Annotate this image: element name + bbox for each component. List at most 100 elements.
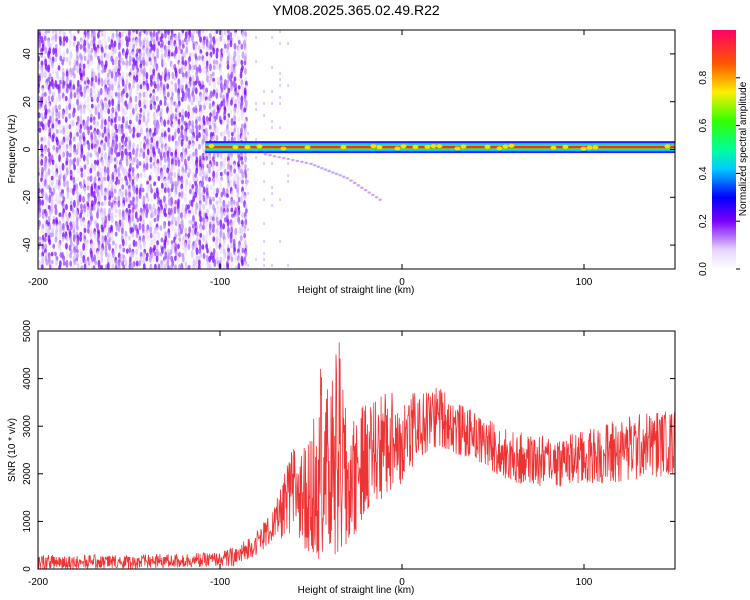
noise-speck [51,95,54,103]
noise-speck [86,185,90,191]
noise-speck [153,192,157,200]
noise-speck [173,171,177,179]
noise-speck [237,226,241,235]
noise-speck [146,148,150,156]
noise-speck [159,225,163,231]
noise-speck [48,88,52,95]
noise-speck [117,103,121,112]
noise-speck [243,239,247,246]
noise-speck [220,211,224,219]
noise-speck [96,151,100,158]
noise-speck [68,54,72,63]
noise-speck [209,184,213,191]
noise-speck [86,31,90,40]
noise-speck [132,126,136,134]
noise-speck [58,246,62,254]
noise-speck [114,247,117,254]
noise-speck [215,244,219,250]
noise-speck [202,66,206,74]
noise-speck [54,57,58,62]
noise-speck [72,223,76,230]
noise-speck [178,39,182,47]
noise-speck [122,264,126,269]
noise-speck [243,256,247,262]
noise-speck [139,107,143,113]
noise-speck [92,83,96,90]
noise-speck [173,206,177,215]
noise-speck [181,56,185,62]
noise-speck [72,233,76,243]
noise-speck [41,257,45,267]
noise-speck [157,231,160,239]
noise-speck [241,247,245,254]
noise-speck [93,176,97,183]
noise-speck [142,151,146,159]
noise-speck [215,251,219,258]
noise-speck [135,74,139,83]
noise-speck [125,79,129,86]
noise-speck [104,91,107,100]
noise-speck [160,119,164,127]
noise-speck [63,179,66,188]
noise-speck [198,248,202,255]
noise-speck [54,231,58,239]
noise-speck [198,44,201,52]
noise-speck [110,179,113,185]
noise-speck [145,98,149,107]
colorbar-tick-label: 0.2 [698,214,709,228]
noise-speck [82,92,86,99]
noise-speck [230,117,234,127]
noise-speck [50,175,54,181]
noise-speck [114,60,117,66]
noise-speck [51,63,54,69]
noise-speck [41,211,45,220]
noise-speck [241,179,244,185]
colorbar: 0.0 0.2 0.4 0.6 0.8 Normalized spectral ampl… [698,30,749,276]
noise-speck [201,244,205,250]
noise-speck [209,43,213,51]
noise-speck [126,39,129,48]
noise-speck [255,102,257,105]
noise-speck [184,172,188,179]
spectrogram-ylabel: Frequency (Hz) [7,115,18,184]
noise-speck [152,43,156,52]
noise-speck [57,88,61,95]
noise-speck [47,30,51,34]
noise-speck [233,163,236,171]
noise-speck [114,111,118,119]
noise-speck [86,180,90,187]
noise-speck [222,48,226,55]
noise-speck [43,163,47,172]
noise-speck [225,48,229,54]
noise-speck [206,208,209,215]
noise-speck [187,143,191,150]
noise-speck [117,115,121,122]
noise-speck [48,186,52,194]
noise-speck [153,251,157,257]
noise-speck [89,54,93,63]
noise-speck [202,42,205,50]
noise-speck [38,127,42,133]
noise-speck [110,147,114,156]
noise-speck [243,232,247,239]
noise-speck [47,102,51,111]
noise-speck [40,112,44,119]
noise-speck [152,231,155,238]
noise-speck [134,95,138,103]
noise-speck [86,59,90,65]
noise-speck [145,30,149,36]
noise-speck [187,87,191,94]
noise-speck [89,108,92,114]
noise-speck [244,172,248,179]
noise-speck [75,218,79,227]
noise-speck [58,123,62,129]
noise-speck [51,123,55,130]
carrier-blob [550,145,557,150]
noise-speck [44,46,48,55]
noise-speck [89,167,93,174]
noise-speck [236,58,239,67]
noise-speck [99,87,103,96]
noise-speck [62,127,66,135]
noise-speck [139,243,143,250]
noise-speck [223,115,227,121]
